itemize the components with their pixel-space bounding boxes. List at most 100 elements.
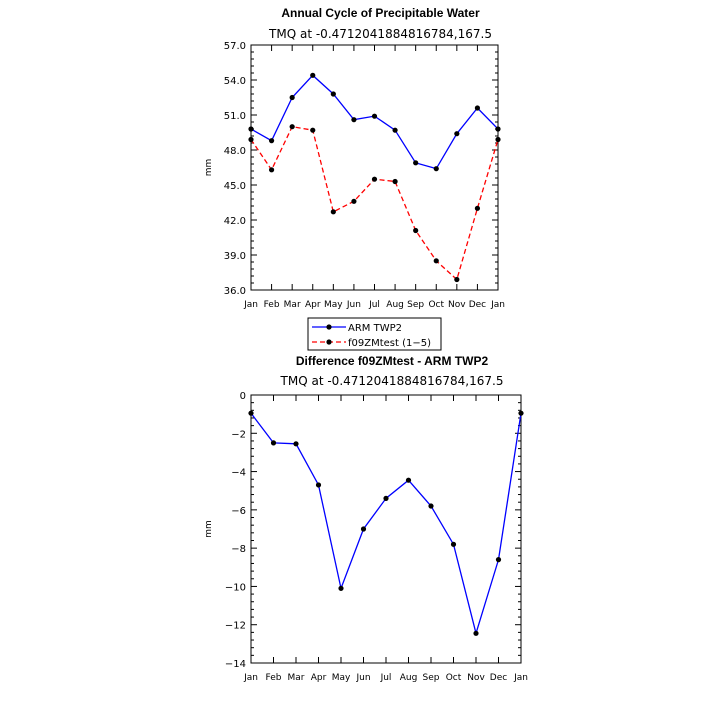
series-line-1 [250,74,499,170]
legend: ARM TWP2 f09ZMtest (1−5) [307,317,442,351]
data-point [495,126,501,132]
chart-subtitle: TMQ at -0.4712041884816784,167.5 [280,374,504,388]
chart-title: Annual Cycle of Precipitable Water [281,6,480,20]
data-point [495,136,501,143]
x-tick-label: Apr [305,300,321,310]
x-tick-label: Jul [368,300,380,310]
data-point [351,198,357,204]
x-tick-label: Feb [266,673,282,683]
x-tick-label: Jan [243,300,258,310]
x-tick-label: Jan [490,300,505,310]
x-tick-label: Jan [513,673,528,683]
data-point [474,105,481,111]
data-point [310,72,316,78]
y-tick-label: −12 [225,621,246,632]
x-tick-label: Nov [467,673,485,683]
y-tick-label: 48.0 [224,146,246,157]
x-tick-label: Apr [311,673,327,683]
y-tick-label: 54.0 [224,76,246,87]
data-point [310,127,316,133]
data-point [405,477,412,483]
y-tick-label: −4 [231,468,246,479]
x-tick-label: Jun [346,300,361,310]
legend-marker [326,324,332,330]
series-line-1 [250,412,522,636]
x-tick-label: Dec [469,300,486,310]
chart-subtitle: TMQ at -0.4712041884816784,167.5 [268,27,492,41]
x-tick-label: Oct [428,300,444,310]
data-point [248,126,254,132]
data-point [474,205,481,211]
data-point [360,526,367,532]
data-point [371,113,378,119]
chart-2: Difference f09ZMtest - ARM TWP2 TMQ at -0… [204,354,528,683]
y-tick-label: −6 [231,506,246,517]
data-point [392,178,398,185]
y-tick-label: −2 [231,429,246,440]
y-tick-label: 57.0 [224,41,246,52]
x-tick-label: Jul [380,673,392,683]
series-line-2 [250,125,499,281]
y-tick-label: −14 [225,659,246,670]
legend-label: f09ZMtest (1−5) [348,338,431,349]
data-point [351,117,357,123]
x-tick-label: Nov [448,300,466,310]
data-point [270,440,277,446]
x-tick-label: Mar [284,300,301,310]
data-point [433,166,439,172]
x-tick-label: May [332,673,351,683]
chart-1: Annual Cycle of Precipitable Water TMQ at… [204,6,505,351]
x-tick-label: May [324,300,343,310]
plot-frame [250,44,499,291]
data-point [495,557,502,563]
data-point [392,127,398,133]
data-point [383,495,389,501]
data-point [433,258,439,264]
data-point [371,176,378,182]
x-tick-label: Dec [490,673,507,683]
chart-title: Difference f09ZMtest - ARM TWP2 [296,354,489,368]
data-point [428,503,434,509]
data-point [454,131,460,137]
data-point [248,136,254,143]
data-point [413,227,419,234]
y-tick-label: −10 [225,582,246,593]
legend-label: ARM TWP2 [348,323,402,334]
x-tick-label: Feb [264,300,280,310]
x-tick-label: Jan [243,673,258,683]
x-tick-label: Jun [355,673,370,683]
x-tick-label: Aug [386,300,404,310]
y-axis-label: mm [204,520,214,538]
data-point [289,124,295,130]
y-tick-label: 0 [240,391,246,402]
data-point [289,94,295,101]
legend-marker [326,339,332,345]
data-point [450,541,457,547]
data-point [473,630,479,636]
data-point [338,585,344,591]
data-point [330,209,336,215]
x-tick-label: Oct [446,673,462,683]
data-point [518,410,524,416]
data-point [293,441,299,447]
data-point [268,138,275,144]
data-point [330,91,336,97]
x-tick-label: Aug [400,673,418,683]
y-axis-label: mm [204,159,214,177]
plot-frame [250,394,522,664]
x-tick-label: Sep [423,673,440,683]
data-point [413,160,419,166]
x-tick-label: Sep [407,300,424,310]
data-point [268,167,275,173]
legend-box [307,317,442,351]
data-point [454,276,460,283]
x-tick-label: Mar [288,673,305,683]
y-tick-label: 36.0 [224,286,246,297]
y-tick-label: 45.0 [224,181,246,192]
data-point [315,482,322,488]
y-tick-label: −8 [231,544,246,555]
y-tick-label: 42.0 [224,216,246,227]
y-tick-label: 51.0 [224,111,246,122]
data-point [248,410,254,416]
